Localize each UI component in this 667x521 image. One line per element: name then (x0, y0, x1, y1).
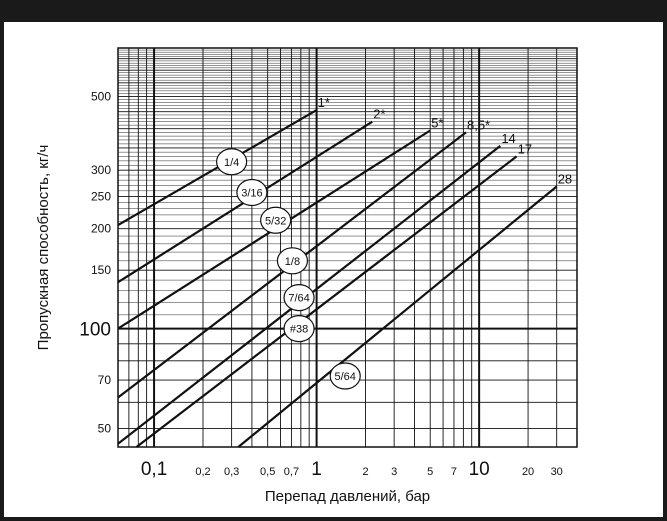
x-axis-label: Перепад давлений, бар (265, 488, 430, 505)
annotation-label: 7/64 (288, 293, 309, 305)
annotation-label: 5/64 (335, 371, 356, 383)
x-tick-label-major: 1 (311, 459, 322, 480)
series-label: 17 (518, 141, 532, 156)
annotation-label: 3/16 (241, 187, 262, 199)
x-tick-label: 0,7 (284, 466, 299, 478)
y-tick-label: 250 (91, 189, 111, 203)
annotation-bubble (216, 148, 248, 176)
plot-border (117, 47, 578, 448)
x-tick-label: 30 (551, 466, 563, 478)
annotation-bubble (283, 315, 315, 343)
annotation-bubble (329, 362, 361, 390)
series-label: 14 (501, 131, 515, 146)
x-tick-label: 20 (522, 466, 534, 478)
series-label: 1* (318, 95, 330, 110)
y-tick-label: 100 (79, 320, 111, 341)
annotation-layer: 1/4 3/16 5/32 1/8 7/64 #38 5/64 (216, 148, 361, 390)
annotation-bubble (283, 283, 315, 312)
series-line (237, 185, 558, 448)
x-tick-label: 0,5 (260, 466, 275, 478)
y-tick-label: 500 (91, 90, 111, 104)
annotation-label: 1/4 (224, 157, 239, 169)
annotation-bubble (236, 178, 268, 207)
series-line (135, 155, 518, 448)
y-tick-label: 300 (91, 163, 111, 177)
annotation-label: 5/32 (265, 215, 286, 227)
x-tick-label: 0,2 (195, 466, 210, 478)
y-tick-label: 200 (91, 222, 111, 236)
tick-layer: 0,1 1 10 0,2 0,3 0,5 0,7 2 3 5 7 20 30 50 70 100 150 200 2… (79, 90, 563, 480)
x-tick-label-major: 0,1 (141, 459, 167, 480)
y-tick-label: 150 (91, 263, 111, 277)
annotation-bubble (260, 206, 292, 234)
annotation-label: #38 (290, 324, 308, 336)
x-tick-label: 5 (427, 466, 433, 478)
x-tick-label: 7 (451, 466, 457, 478)
series-line (117, 109, 318, 227)
series-label: 2* (373, 107, 385, 122)
y-axis-label: Пропускная способность, кг/ч (35, 145, 52, 351)
x-tick-label: 3 (391, 466, 397, 478)
top-bar (0, 0, 667, 22)
series-label: 5* (431, 116, 443, 131)
annotation-bubble (276, 247, 309, 275)
y-tick-label: 50 (98, 422, 112, 436)
annotation-label: 1/8 (285, 256, 300, 268)
series-label: 28 (558, 171, 572, 186)
x-tick-label: 0,3 (224, 466, 239, 478)
y-tick-label: 70 (98, 373, 112, 387)
x-tick-label-major: 10 (469, 459, 490, 480)
x-tick-label: 2 (362, 466, 368, 478)
series-label: 8,5* (467, 117, 490, 132)
